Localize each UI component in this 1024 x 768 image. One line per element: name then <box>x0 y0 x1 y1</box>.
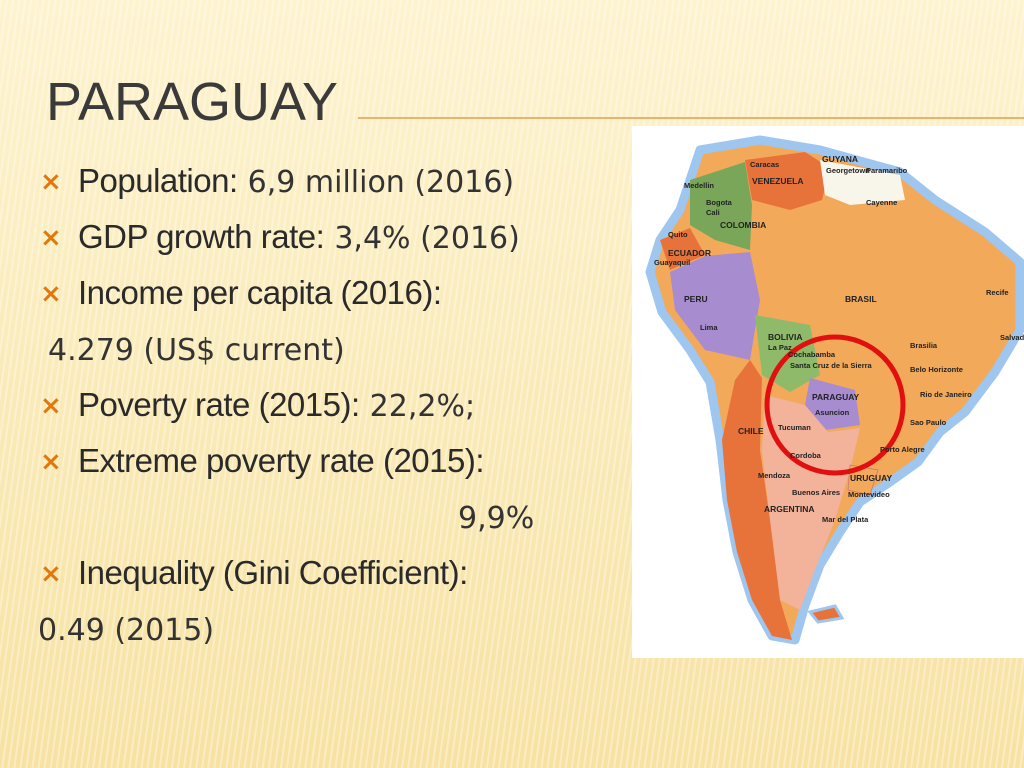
map-label: Bogota <box>706 198 733 207</box>
bullet-label: Extreme poverty rate (2015): <box>78 442 484 479</box>
map-label: Montevideo <box>848 490 890 499</box>
colombia <box>690 162 752 250</box>
bullet-marker: × <box>40 167 62 197</box>
bullet-label: Population: <box>78 162 238 199</box>
map-label: Guayaquil <box>654 258 690 267</box>
map-label: Buenos Aires <box>792 488 840 497</box>
map-labels: Caracas VENEZUELA GUYANA GeorgetownParamari… <box>654 154 1024 524</box>
bullet-value: 3,4% (2016) <box>334 221 520 256</box>
map-label: Porto Alegre <box>880 445 925 454</box>
chile <box>722 360 792 640</box>
map-image: Caracas VENEZUELA GUYANA GeorgetownParamari… <box>632 126 1024 658</box>
map-label: ECUADOR <box>668 248 711 258</box>
ecuador <box>660 228 705 270</box>
map-label: La Paz <box>768 343 792 352</box>
map-label: ARGENTINA <box>764 504 815 514</box>
bullet-label: GDP growth rate: <box>78 218 324 255</box>
argentina <box>762 395 860 610</box>
map-label: Cordoba <box>790 451 822 460</box>
bullet-marker: × <box>40 279 62 309</box>
map-label: CHILE <box>738 426 764 436</box>
bullet-continuation: 4.279 (US$ current) <box>48 333 345 368</box>
map-label: GUYANA <box>822 154 858 164</box>
bullet-value: 22,2%; <box>370 389 475 424</box>
bullet-label: Income per capita (2016): <box>78 274 442 311</box>
paraguay <box>805 378 860 430</box>
bullet-label: Poverty rate (2015): <box>78 386 360 423</box>
uruguay <box>847 464 879 496</box>
bullet-marker: × <box>40 447 62 477</box>
map-label: URUGUAY <box>850 473 893 483</box>
map-label: Santa Cruz de la Sierra <box>790 361 873 370</box>
map-label: COLOMBIA <box>720 220 766 230</box>
map-label: Mar del Plata <box>822 515 869 524</box>
islands <box>807 604 845 624</box>
map-label: Tucuman <box>778 423 811 432</box>
bullet-marker: × <box>40 391 62 421</box>
map-label: PERU <box>684 294 708 304</box>
bullet-marker: × <box>40 559 62 589</box>
map-label: Lima <box>700 323 718 332</box>
guianas <box>820 160 905 205</box>
map-label: Paramaribo <box>866 166 908 175</box>
bullet-continuation: 9,9% <box>458 501 534 536</box>
map-label: Georgetown <box>826 166 870 175</box>
map-label: Mendoza <box>758 471 791 480</box>
bullet-value: 6,9 million (2016) <box>248 165 514 200</box>
map-label: Rio de Janeiro <box>920 390 972 399</box>
map-label: Asuncion <box>815 408 850 417</box>
map-label: Recife <box>986 288 1009 297</box>
map-label: BRASIL <box>845 294 877 304</box>
bullet-label: Inequality (Gini Coefficient): <box>78 554 468 591</box>
slide-title: PARAGUAY <box>46 72 338 132</box>
bullet-list: × Population: 6,9 million (2016) × GDP growt… <box>38 162 534 648</box>
map-label: Caracas <box>750 160 779 169</box>
map-label: VENEZUELA <box>752 176 803 186</box>
map-label: Sao Paulo <box>910 418 947 427</box>
bullet-marker: × <box>40 223 62 253</box>
map-label: Cali <box>706 208 720 217</box>
map-label: Cochabamba <box>788 350 836 359</box>
venezuela <box>745 152 830 210</box>
map-label: Quito <box>668 230 688 239</box>
highlight-circle <box>764 334 906 476</box>
map-label: Brasilia <box>910 341 938 350</box>
peru <box>670 252 760 360</box>
map-label: BOLIVIA <box>768 332 802 342</box>
map-label: Cayenne <box>866 198 897 207</box>
map-label: Medellin <box>684 181 714 190</box>
map-label: Belo Horizonte <box>910 365 963 374</box>
map-label: PARAGUAY <box>812 392 860 402</box>
bullet-continuation: 0.49 (2015) <box>38 613 214 648</box>
map-label: Salvador <box>1000 333 1024 342</box>
